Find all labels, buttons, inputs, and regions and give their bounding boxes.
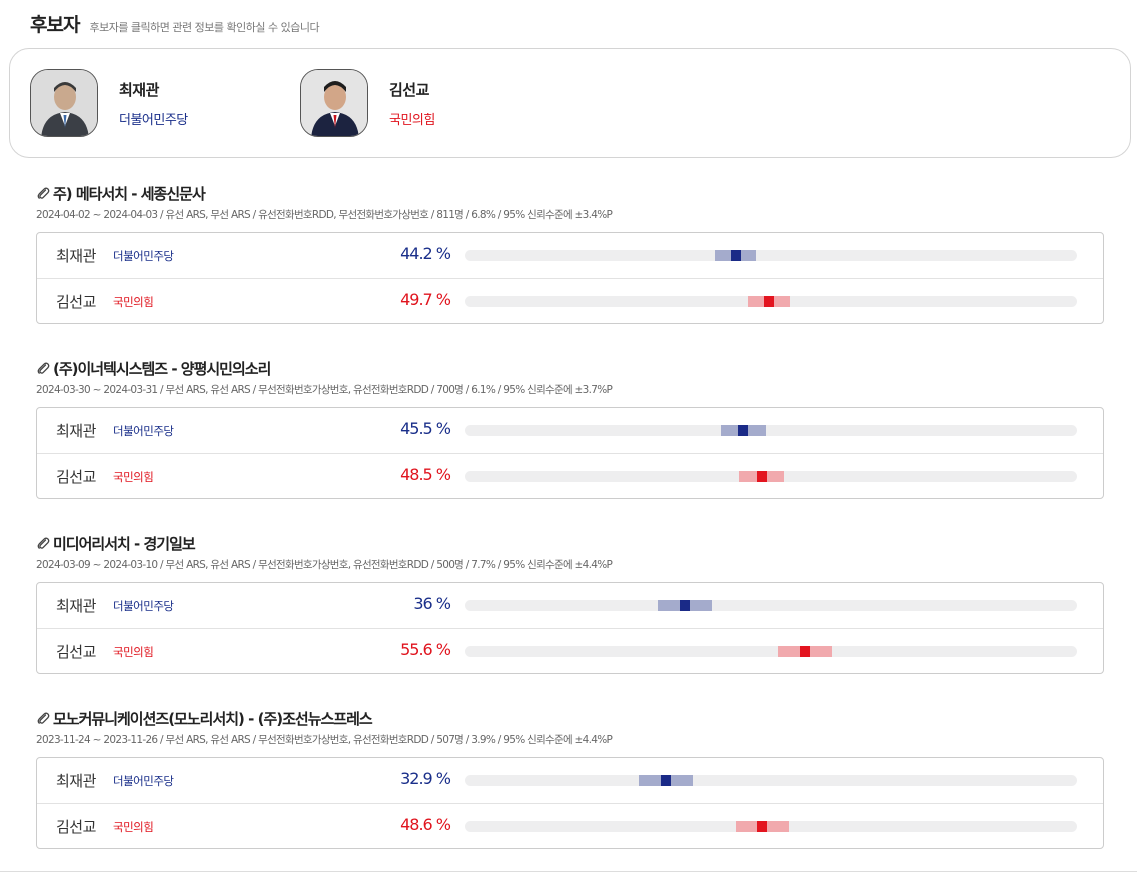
result-party: 더불어민주당 [113,424,174,438]
poll-header: 미디어리서치 - 경기일보 [36,532,1104,554]
paperclip-icon [37,537,50,549]
divider [0,871,1137,872]
poll-header: 주) 메타서치 - 세종신문사 [36,182,1104,204]
result-party: 더불어민주당 [113,774,174,788]
poll-block: 미디어리서치 - 경기일보 2024-03-09 ~ 2024-03-10 / 무… [36,532,1104,674]
candidate-card-1[interactable]: 최재관 더불어민주당 [30,69,188,137]
result-point-marker [757,821,768,832]
poll-results-table: 최재관 더불어민주당 45.5 % 김선교 국민의힘 48.5 % [36,407,1104,499]
poll-meta: 2024-04-02 ~ 2024-04-03 / 유선 ARS, 무선 ARS… [36,209,613,221]
result-bar-track [465,471,1077,482]
poll-header: (주)이너텍시스템즈 - 양평시민의소리 [36,357,1104,379]
result-point-marker [730,250,741,261]
result-point-marker [738,425,749,436]
result-party: 국민의힘 [113,470,154,484]
result-point-marker [756,471,767,482]
candidate-list: 최재관 더불어민주당 김선교 국민의힘 [9,48,1131,158]
poll-header: 모노커뮤니케이션즈(모노리서치) - (주)조선뉴스프레스 [36,707,1104,729]
person-icon [301,70,367,136]
result-point-marker [800,646,811,657]
result-bar-track [465,600,1077,611]
poll-block: 주) 메타서치 - 세종신문사 2024-04-02 ~ 2024-04-03 /… [36,182,1104,324]
result-percent: 55.6 % [400,640,451,659]
section-header: 후보자 후보자를 클릭하면 관련 정보를 확인하실 수 있습니다 [30,10,320,40]
result-percent: 49.7 % [400,290,451,309]
poll-block: (주)이너텍시스템즈 - 양평시민의소리 2024-03-30 ~ 2024-03… [36,357,1104,499]
result-row: 김선교 국민의힘 49.7 % [37,278,1103,323]
result-candidate-name: 김선교 [56,293,96,311]
poll-title: 모노커뮤니케이션즈(모노리서치) - (주)조선뉴스프레스 [53,709,373,728]
poll-block: 모노커뮤니케이션즈(모노리서치) - (주)조선뉴스프레스 2023-11-24 … [36,707,1104,849]
poll-meta: 2024-03-30 ~ 2024-03-31 / 무선 ARS, 유선 ARS… [36,384,613,396]
candidate-info: 최재관 더불어민주당 [119,79,188,128]
poll-meta: 2024-03-09 ~ 2024-03-10 / 무선 ARS, 유선 ARS… [36,559,613,571]
result-party: 국민의힘 [113,295,154,309]
result-party: 더불어민주당 [113,599,174,613]
poll-meta: 2023-11-24 ~ 2023-11-26 / 무선 ARS, 유선 ARS… [36,734,613,746]
result-row: 최재관 더불어민주당 36 % [37,583,1103,628]
result-bar-track [465,646,1077,657]
paperclip-icon [37,712,50,724]
result-row: 최재관 더불어민주당 45.5 % [37,408,1103,453]
poll-results-table: 최재관 더불어민주당 44.2 % 김선교 국민의힘 49.7 % [36,232,1104,324]
poll-results-table: 최재관 더불어민주당 36 % 김선교 국민의힘 55.6 % [36,582,1104,674]
result-candidate-name: 최재관 [56,772,96,790]
person-icon [31,70,97,136]
result-candidate-name: 김선교 [56,468,96,486]
result-party: 국민의힘 [113,645,154,659]
result-row: 김선교 국민의힘 48.6 % [37,803,1103,848]
result-candidate-name: 최재관 [56,247,96,265]
result-point-marker [764,296,775,307]
result-bar-track [465,821,1077,832]
candidate-name: 최재관 [119,80,159,99]
candidate-party: 더불어민주당 [119,112,188,128]
section-subtitle: 후보자를 클릭하면 관련 정보를 확인하실 수 있습니다 [89,21,320,34]
result-percent: 32.9 % [400,769,451,788]
result-row: 최재관 더불어민주당 44.2 % [37,233,1103,278]
paperclip-icon [37,187,50,199]
result-candidate-name: 김선교 [56,818,96,836]
result-point-marker [680,600,691,611]
candidate-photo [300,69,368,137]
section-title: 후보자 [30,14,80,36]
result-row: 김선교 국민의힘 48.5 % [37,453,1103,498]
result-point-marker [661,775,672,786]
result-percent: 36 % [413,594,451,613]
poll-title: (주)이너텍시스템즈 - 양평시민의소리 [53,359,271,378]
result-bar-track [465,296,1077,307]
result-bar-track [465,425,1077,436]
result-party: 국민의힘 [113,820,154,834]
candidate-party: 국민의힘 [389,112,435,128]
result-bar-track [465,250,1077,261]
result-percent: 44.2 % [400,244,451,263]
candidate-photo [30,69,98,137]
result-percent: 48.5 % [400,465,451,484]
poll-title: 주) 메타서치 - 세종신문사 [53,184,206,203]
result-party: 더불어민주당 [113,249,174,263]
result-candidate-name: 김선교 [56,643,96,661]
result-row: 최재관 더불어민주당 32.9 % [37,758,1103,803]
result-bar-track [465,775,1077,786]
result-row: 김선교 국민의힘 55.6 % [37,628,1103,673]
candidate-name: 김선교 [389,80,429,99]
poll-title: 미디어리서치 - 경기일보 [53,534,196,553]
result-percent: 48.6 % [400,815,451,834]
poll-results-table: 최재관 더불어민주당 32.9 % 김선교 국민의힘 48.6 % [36,757,1104,849]
candidate-info: 김선교 국민의힘 [389,79,435,128]
candidate-card-2[interactable]: 김선교 국민의힘 [300,69,435,137]
result-candidate-name: 최재관 [56,422,96,440]
result-candidate-name: 최재관 [56,597,96,615]
paperclip-icon [37,362,50,374]
result-percent: 45.5 % [400,419,451,438]
